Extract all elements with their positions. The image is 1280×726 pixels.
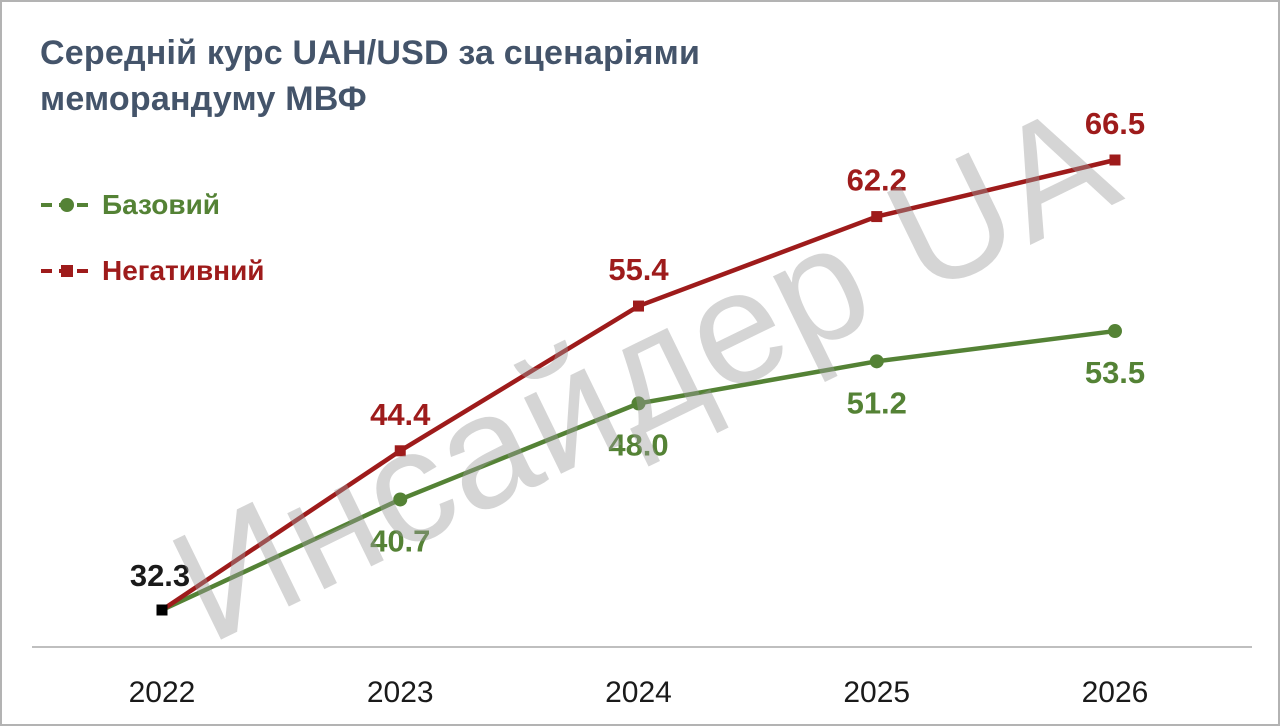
data-label: 40.7 [370,523,430,558]
chart-title: Середній курс UAH/USD за сценаріями мемо… [40,30,700,122]
x-tick-label: 2022 [129,676,196,709]
marker-square [1109,154,1121,166]
x-tick-label: 2026 [1082,676,1149,709]
data-label: 66.5 [1085,106,1145,141]
data-label-start: 32.3 [130,558,190,593]
legend-item-base: Базовий [40,189,265,220]
legend-item-negative: Негативний [40,255,265,286]
marker-circle [1108,324,1122,339]
marker-start [156,604,168,616]
data-label: 62.2 [847,163,907,198]
data-label: 48.0 [608,427,668,462]
legend-label-base: Базовий [102,189,221,220]
legend-key-circle-icon [40,194,94,216]
chart-title-line1: Середній курс UAH/USD за сценаріями [40,34,701,72]
marker-circle [393,492,408,507]
marker-circle [631,396,646,411]
x-tick-label: 2023 [367,676,434,709]
x-tick-label: 2024 [605,676,672,709]
marker-square [871,211,883,223]
marker-square [394,445,406,457]
legend-label-negative: Негативний [102,255,265,286]
chart-legend: Базовий Негативний [40,189,265,322]
legend-key-square-icon [40,260,94,282]
marker-square [633,300,644,312]
data-label: 44.4 [370,397,431,432]
data-label: 55.4 [608,252,669,287]
series-line-base [159,328,1118,613]
marker-circle [869,354,884,369]
chart-title-line2: меморандуму МВФ [40,80,367,118]
data-label: 53.5 [1085,355,1145,390]
x-tick-label: 2025 [843,676,910,709]
data-label: 51.2 [847,385,907,420]
